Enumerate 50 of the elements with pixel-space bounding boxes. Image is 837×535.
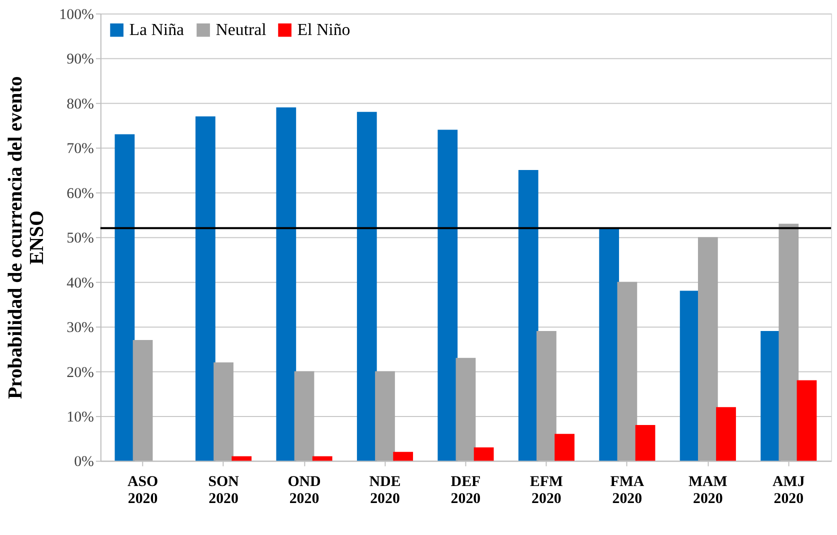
- x-tick-label: DEF 2020: [450, 474, 481, 508]
- bar: [617, 282, 638, 461]
- x-tick-label: AMJ 2020: [772, 474, 806, 508]
- y-tick-label: 60%: [66, 186, 94, 202]
- y-axis-title: Probabilidad de ocurrencia del evento ENSO: [4, 76, 48, 400]
- bar: [294, 371, 314, 461]
- x-tick-label: FMA 2020: [610, 474, 644, 508]
- bar: [474, 447, 494, 461]
- bar: [760, 331, 780, 461]
- bar: [778, 224, 799, 461]
- bar: [393, 452, 414, 461]
- bar: [438, 130, 458, 461]
- bar: [195, 116, 216, 461]
- y-tick-label: 0%: [74, 454, 94, 470]
- bar: [680, 290, 700, 461]
- bar: [796, 380, 817, 461]
- x-tick-label: NDE 2020: [369, 474, 401, 508]
- y-tick-label: 30%: [66, 320, 94, 336]
- y-tick-label: 80%: [66, 96, 94, 112]
- bar: [554, 434, 574, 461]
- x-tick-label: OND 2020: [288, 474, 322, 508]
- bar: [312, 456, 332, 461]
- bar: [536, 331, 556, 461]
- x-tick-label: SON 2020: [208, 474, 240, 508]
- y-tick-label: 90%: [66, 52, 94, 68]
- y-tick-label: 70%: [66, 141, 94, 158]
- bar: [114, 134, 135, 461]
- bar: [214, 362, 234, 461]
- bar: [132, 340, 153, 461]
- y-tick-label: 50%: [66, 230, 94, 247]
- bar: [232, 456, 252, 461]
- legend-label: Neutral: [216, 20, 267, 40]
- y-tick-label: 20%: [66, 364, 94, 381]
- bar: [635, 424, 656, 461]
- y-tick-label: 40%: [66, 275, 94, 292]
- x-tick-label: ASO 2020: [127, 474, 158, 508]
- y-tick-label: 10%: [66, 410, 94, 426]
- bar: [276, 107, 296, 461]
- legend-label: El Niño: [297, 20, 350, 40]
- bar: [599, 228, 620, 461]
- legend-label: La Niña: [129, 20, 185, 40]
- bar: [456, 358, 476, 461]
- x-tick-label: MAM 2020: [688, 474, 728, 508]
- y-tick-label: 100%: [59, 6, 94, 23]
- bar: [518, 170, 538, 461]
- bar: [716, 407, 736, 461]
- bar: [375, 371, 395, 461]
- bar: [698, 237, 718, 461]
- bar: [356, 112, 377, 461]
- x-tick-label: EFM 2020: [530, 474, 564, 508]
